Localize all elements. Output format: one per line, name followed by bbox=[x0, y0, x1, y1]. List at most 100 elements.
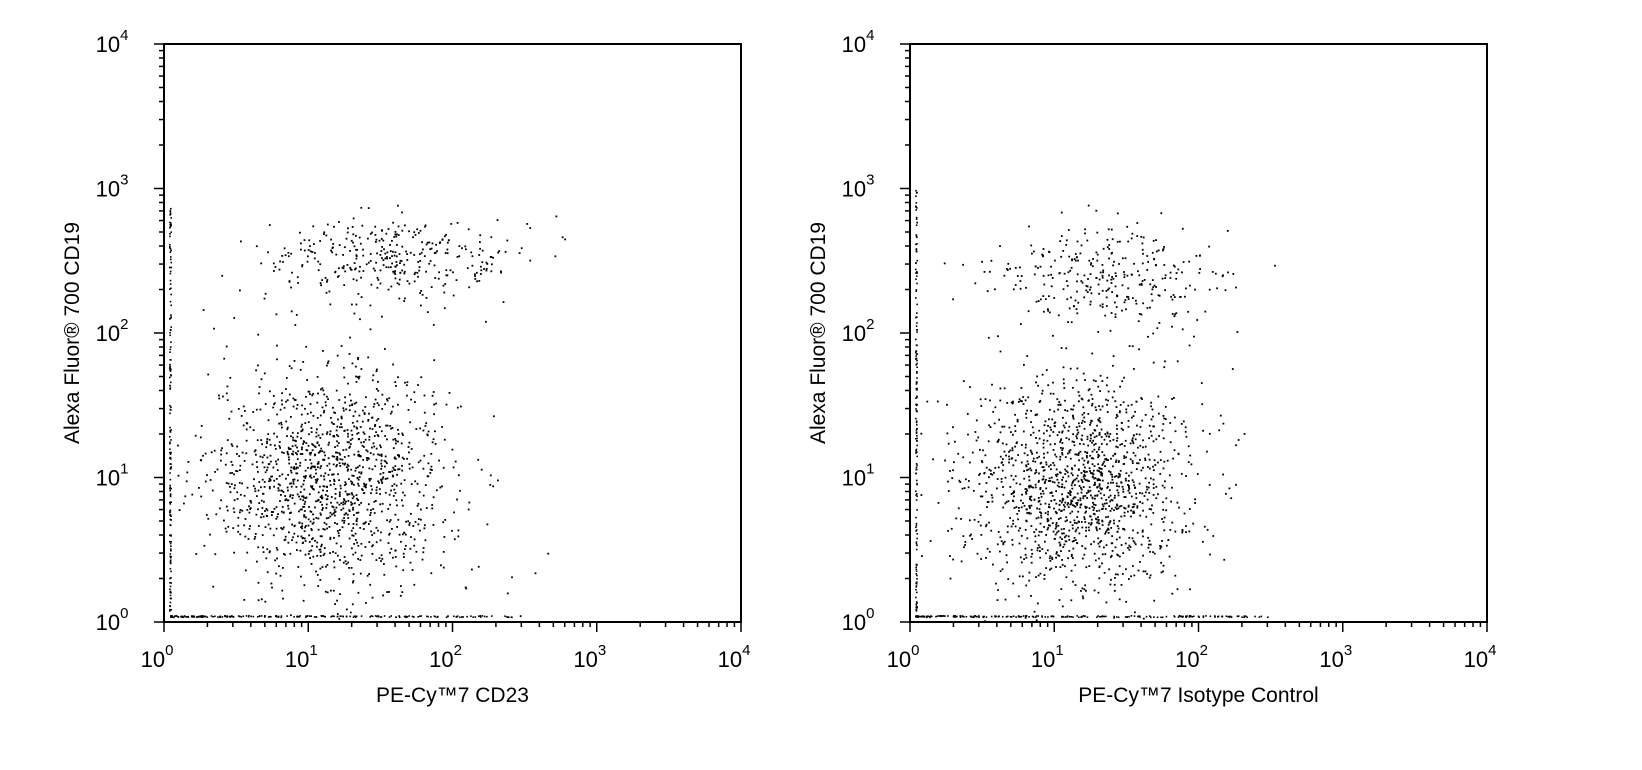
event-dot bbox=[401, 229, 404, 232]
edge-event-dot bbox=[1188, 615, 1191, 617]
event-dot bbox=[1073, 537, 1076, 539]
event-dot bbox=[364, 521, 367, 524]
event-dot bbox=[1161, 484, 1164, 487]
event-dot bbox=[371, 545, 373, 548]
edge-event-dot bbox=[170, 222, 172, 224]
event-dot bbox=[261, 513, 263, 515]
event-dot bbox=[260, 499, 263, 502]
event-dot bbox=[1141, 492, 1144, 495]
edge-event-dot bbox=[921, 615, 923, 618]
event-dot bbox=[1113, 522, 1115, 525]
edge-event-dot bbox=[309, 615, 311, 617]
event-dot bbox=[1076, 240, 1079, 243]
event-dot bbox=[366, 508, 369, 511]
edge-event-dot bbox=[169, 244, 171, 246]
event-dot bbox=[411, 466, 414, 469]
event-dot bbox=[1079, 499, 1082, 502]
event-dot bbox=[321, 503, 323, 506]
event-dot bbox=[324, 277, 327, 279]
event-dot bbox=[360, 276, 362, 279]
event-dot bbox=[371, 446, 373, 449]
event-dot bbox=[335, 429, 338, 432]
event-dot bbox=[981, 260, 983, 263]
event-dot bbox=[1224, 289, 1227, 292]
event-dot bbox=[272, 534, 275, 537]
event-dot bbox=[1145, 515, 1148, 518]
event-dot bbox=[325, 234, 328, 237]
event-dot bbox=[1099, 421, 1102, 424]
event-dot bbox=[252, 429, 255, 431]
event-dot bbox=[1103, 494, 1106, 497]
event-dot bbox=[320, 447, 323, 450]
event-dot bbox=[1162, 248, 1165, 250]
edge-event-dot bbox=[169, 211, 172, 213]
event-dot bbox=[1048, 295, 1050, 298]
edge-event-dot bbox=[1025, 615, 1028, 617]
event-dot bbox=[231, 464, 234, 466]
event-dot bbox=[381, 408, 384, 410]
event-dot bbox=[1098, 467, 1101, 469]
event-dot bbox=[1081, 422, 1083, 424]
event-dot bbox=[317, 269, 320, 272]
event-dot bbox=[1078, 452, 1080, 454]
event-dot bbox=[291, 271, 293, 274]
edge-event-dot bbox=[915, 588, 917, 591]
event-dot bbox=[1103, 454, 1106, 457]
event-dot bbox=[1101, 519, 1103, 522]
event-dot bbox=[1089, 300, 1092, 303]
event-dot bbox=[311, 538, 313, 541]
event-dot bbox=[287, 489, 289, 492]
event-dot bbox=[267, 463, 270, 466]
edge-event-dot bbox=[193, 615, 195, 617]
edge-event-dot bbox=[228, 615, 231, 618]
event-dot bbox=[1194, 502, 1196, 504]
edge-event-dot bbox=[479, 615, 482, 617]
event-dot bbox=[1030, 244, 1033, 247]
event-dot bbox=[990, 473, 992, 475]
event-dot bbox=[278, 445, 281, 447]
event-dot bbox=[253, 478, 255, 481]
event-dot bbox=[297, 566, 300, 568]
event-dot bbox=[254, 490, 257, 493]
event-dot bbox=[1108, 287, 1111, 290]
event-dot bbox=[351, 502, 354, 505]
edge-event-dot bbox=[169, 233, 171, 235]
event-dot bbox=[263, 454, 266, 457]
event-dot bbox=[1152, 478, 1155, 481]
event-dot bbox=[396, 473, 398, 476]
event-dot bbox=[442, 566, 445, 569]
event-dot bbox=[340, 345, 343, 347]
event-dot bbox=[399, 262, 401, 264]
event-dot bbox=[432, 324, 435, 326]
event-dot bbox=[1042, 490, 1044, 492]
event-dot bbox=[1086, 435, 1089, 438]
event-dot bbox=[1015, 506, 1018, 508]
event-dot bbox=[1044, 540, 1046, 543]
event-dot bbox=[429, 468, 432, 471]
event-dot bbox=[971, 538, 973, 540]
event-dot bbox=[1060, 510, 1062, 512]
event-dot bbox=[498, 250, 501, 252]
edge-event-dot bbox=[411, 615, 414, 618]
event-dot bbox=[1103, 572, 1106, 574]
event-dot bbox=[1040, 492, 1042, 495]
event-dot bbox=[1175, 277, 1178, 280]
event-dot bbox=[1025, 416, 1028, 419]
event-dot bbox=[379, 269, 382, 272]
edge-event-dot bbox=[169, 555, 171, 558]
event-dot bbox=[1119, 443, 1122, 446]
event-dot bbox=[331, 251, 334, 254]
event-dot bbox=[952, 558, 954, 561]
event-dot bbox=[380, 478, 382, 481]
event-dot bbox=[423, 454, 426, 457]
event-dot bbox=[300, 248, 302, 251]
edge-event-dot bbox=[961, 615, 964, 617]
event-dot bbox=[1143, 495, 1146, 497]
event-dot bbox=[1126, 295, 1128, 298]
edge-event-dot bbox=[1078, 616, 1080, 619]
event-dot bbox=[1092, 439, 1095, 442]
event-dot bbox=[1076, 290, 1078, 293]
event-dot bbox=[990, 259, 993, 262]
event-dot bbox=[1116, 530, 1119, 533]
event-dot bbox=[1065, 576, 1068, 579]
